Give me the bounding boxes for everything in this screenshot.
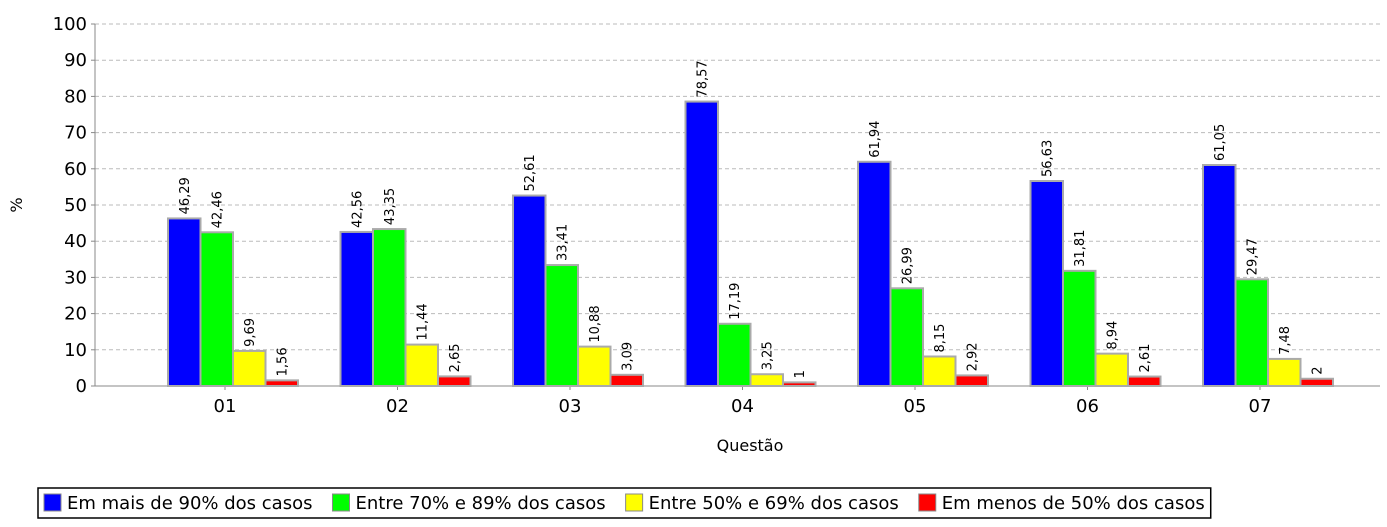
bar [1127,375,1162,387]
value-label: 8,94 [1106,321,1121,350]
bar [264,379,299,388]
value-label: 2 [1311,366,1326,374]
bar [749,373,784,387]
bar [512,194,547,387]
x-tick-label: 05 [904,396,927,417]
bar [544,264,579,387]
value-label: 26,99 [901,247,916,284]
value-label: 2,92 [966,342,981,371]
bar [782,381,817,388]
x-tick-label: 04 [731,396,754,417]
value-label: 8,15 [933,324,948,353]
bar [339,230,374,387]
x-tick-label: 07 [1249,396,1272,417]
bar [954,374,989,387]
value-label: 10,88 [588,305,603,342]
x-tick-label: 01 [214,396,237,417]
legend-swatch [918,493,937,512]
legend-label: Em menos de 50% dos casos [942,493,1205,514]
bar [199,231,234,387]
bar [167,217,202,387]
y-tick-label: 30 [64,267,87,288]
y-axis-label: % [7,197,26,212]
bar [922,355,957,388]
value-label: 9,69 [243,318,258,347]
value-label: 3,25 [761,341,776,370]
bar [684,100,719,387]
bar [437,375,472,388]
bar [1234,278,1269,387]
y-tick-label: 60 [64,159,87,180]
x-tick-label: 02 [386,396,409,417]
value-label: 56,63 [1041,140,1056,177]
value-label: 42,46 [211,191,226,228]
value-label: 2,65 [448,343,463,372]
bar [232,349,267,388]
y-tick-label: 40 [64,231,87,252]
legend-label: Entre 50% e 69% dos casos [649,493,899,514]
value-label: 17,19 [728,283,743,320]
value-label: 7,48 [1278,326,1293,355]
bar [1202,163,1237,387]
value-label: 42,56 [351,191,366,228]
y-tick-label: 90 [64,50,87,71]
bar [577,345,612,388]
value-label: 31,81 [1073,230,1088,267]
legend: Em mais de 90% dos casos Entre 70% e 89% … [37,487,1212,519]
x-tick-label: 03 [559,396,582,417]
y-tick-label: 80 [64,86,87,107]
legend-box [37,487,1212,519]
value-label: 1 [793,370,808,378]
legend-swatch [625,493,644,512]
value-label: 46,29 [178,177,193,214]
bar [1094,352,1129,388]
value-label: 52,61 [523,154,538,191]
bar [372,228,407,387]
x-axis-label: Questão [717,436,784,455]
legend-swatch [43,493,62,512]
value-label: 61,05 [1213,124,1228,161]
y-tick-label: 50 [64,195,87,216]
legend-swatch [331,493,350,512]
bar [1267,357,1302,387]
legend-label: Em mais de 90% dos casos [67,493,312,514]
bar [404,343,439,387]
bar [1299,377,1334,388]
y-tick-label: 70 [64,123,87,144]
bar [1062,269,1097,388]
bar [889,287,924,387]
value-label: 1,56 [276,347,291,376]
value-label: 61,94 [868,121,883,158]
bar [717,322,752,387]
value-label: 78,57 [696,60,711,97]
x-tick-label: 06 [1076,396,1099,417]
value-label: 43,35 [383,188,398,225]
value-label: 3,09 [621,342,636,371]
bar [609,373,644,388]
y-tick-label: 100 [53,14,87,35]
value-label: 11,44 [416,303,431,340]
value-label: 2,61 [1138,344,1153,373]
value-label: 29,47 [1246,238,1261,275]
y-tick-label: 20 [64,304,87,325]
y-tick-label: 0 [76,376,87,397]
legend-label: Entre 70% e 89% dos casos [355,493,605,514]
bar [857,160,892,387]
y-tick-label: 10 [64,340,87,361]
value-label: 33,41 [556,224,571,261]
bar [1029,179,1064,387]
